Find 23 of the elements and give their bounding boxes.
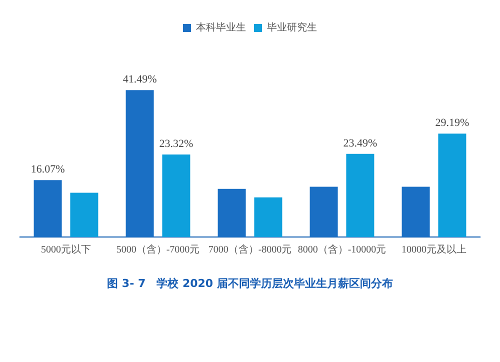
bar (346, 154, 374, 237)
bar (162, 154, 190, 237)
x-tick-label: 5000（含）-7000元 (116, 244, 200, 256)
data-label: 29.19% (435, 117, 470, 130)
text: 图 3- 7 学校 2020 届不同学历层次毕业生月薪区间分布 (107, 277, 393, 290)
x-tick-label: 5000元以下 (41, 244, 91, 256)
bar (218, 188, 246, 237)
bar (70, 192, 98, 237)
data-label: 23.32% (159, 138, 194, 150)
data-label: 16.07% (30, 164, 65, 176)
bar (254, 197, 282, 237)
bar (34, 180, 62, 237)
bar (126, 90, 154, 237)
data-label: 23.49% (343, 137, 378, 150)
x-tick-label: 8000（含）-10000元 (298, 244, 386, 256)
bar (402, 186, 430, 237)
legend-label: 毕业研究生 (267, 22, 317, 34)
bar (438, 134, 466, 237)
legend-label: 本科毕业生 (196, 22, 246, 34)
bar (310, 186, 338, 237)
x-tick-label: 7000（含）-8000元 (208, 244, 292, 256)
data-label: 41.49% (122, 74, 157, 86)
x-tick-label: 10000元及以上 (402, 244, 466, 256)
